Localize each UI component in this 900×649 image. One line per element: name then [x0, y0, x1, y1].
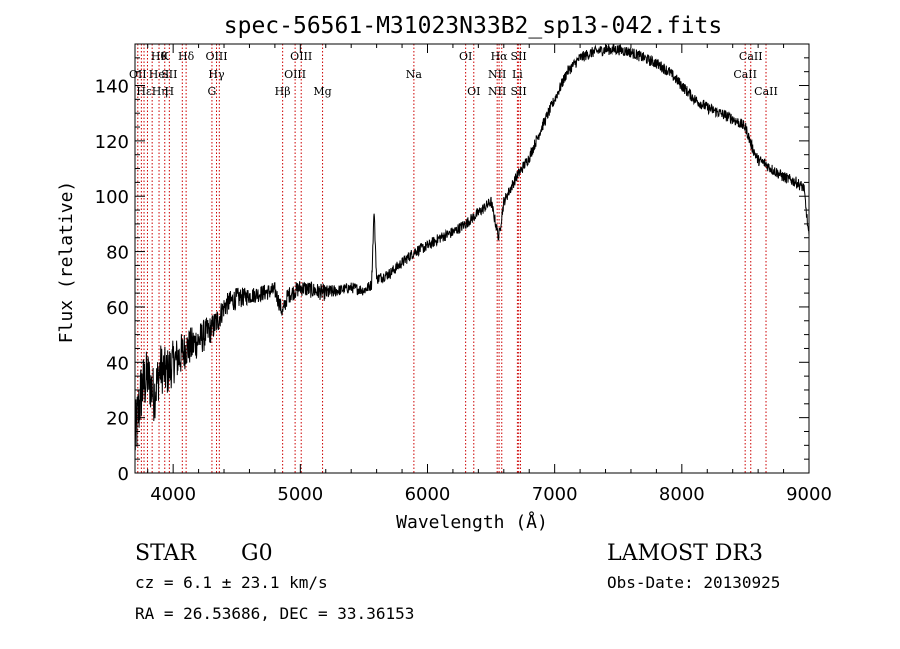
line-label: Hβ — [275, 85, 291, 98]
line-label: G — [208, 85, 217, 98]
y-tick-label: 0 — [118, 464, 129, 485]
object-subclass: G0 — [241, 541, 273, 566]
line-label: OI — [459, 50, 472, 63]
line-label: Hα — [491, 50, 509, 63]
line-label: CaII — [754, 85, 778, 98]
x-axis-label: Wavelength (Å) — [396, 511, 548, 533]
y-axis-ticks: 0 20 40 60 80 100 120 140 — [95, 57, 809, 485]
emission-line-labels: OII HεHη Hθ HeI K SII H Hδ G OIII Hγ Hβ OIII OIII Mg Na… — [129, 50, 778, 98]
line-label: OI — [467, 85, 480, 98]
x-tick-label: 7000 — [532, 484, 578, 505]
line-label: Na — [406, 68, 423, 81]
x-tick-label: 5000 — [277, 484, 323, 505]
x-axis-ticks: 4000 5000 6000 7000 8000 9000 — [147, 44, 832, 505]
line-label: SII — [161, 68, 177, 81]
y-axis-label: Flux (relative) — [56, 181, 77, 344]
coordinates: RA = 26.53686, DEC = 33.36153 — [135, 604, 414, 623]
line-label: Hγ — [208, 68, 225, 81]
observation-date: Obs-Date: 20130925 — [607, 573, 780, 592]
x-tick-label: 8000 — [659, 484, 705, 505]
line-label: OII — [129, 68, 147, 81]
chart-title: spec-56561-M31023N33B2_sp13-042.fits — [224, 13, 723, 39]
object-class: STAR — [135, 541, 197, 566]
line-label: CaII — [739, 50, 763, 63]
y-tick-label: 80 — [106, 243, 129, 264]
line-label: SII — [511, 85, 527, 98]
plot-frame — [134, 43, 810, 474]
redshift-velocity: cz = 6.1 ± 23.1 km/s — [135, 573, 328, 592]
line-label: Hθ — [151, 50, 168, 63]
line-label: OIII — [205, 50, 227, 63]
x-tick-label: 6000 — [405, 484, 451, 505]
x-tick-label: 9000 — [786, 484, 832, 505]
y-tick-label: 140 — [95, 77, 129, 98]
y-tick-label: 20 — [106, 409, 129, 430]
line-label: NII — [488, 68, 506, 81]
y-tick-label: 60 — [106, 298, 129, 319]
line-label: NII — [488, 85, 506, 98]
line-label: H — [165, 85, 175, 98]
line-label: HeI — [149, 68, 169, 81]
line-label: Mg — [313, 85, 331, 98]
x-tick-label: 4000 — [150, 484, 196, 505]
line-label: OIII — [284, 68, 306, 81]
emission-line-markers — [137, 44, 767, 473]
spectrum-line — [134, 44, 810, 451]
line-label: Li — [512, 68, 523, 81]
line-label: HεHη — [136, 85, 167, 98]
line-label: K — [161, 50, 170, 63]
y-tick-label: 100 — [95, 187, 129, 208]
y-tick-label: 120 — [95, 132, 129, 153]
survey-name: LAMOST DR3 — [607, 541, 763, 566]
line-label: Hδ — [178, 50, 195, 63]
y-tick-label: 40 — [106, 353, 129, 374]
line-label: SII — [511, 50, 527, 63]
line-label: CaII — [733, 68, 757, 81]
line-label: OIII — [290, 50, 312, 63]
